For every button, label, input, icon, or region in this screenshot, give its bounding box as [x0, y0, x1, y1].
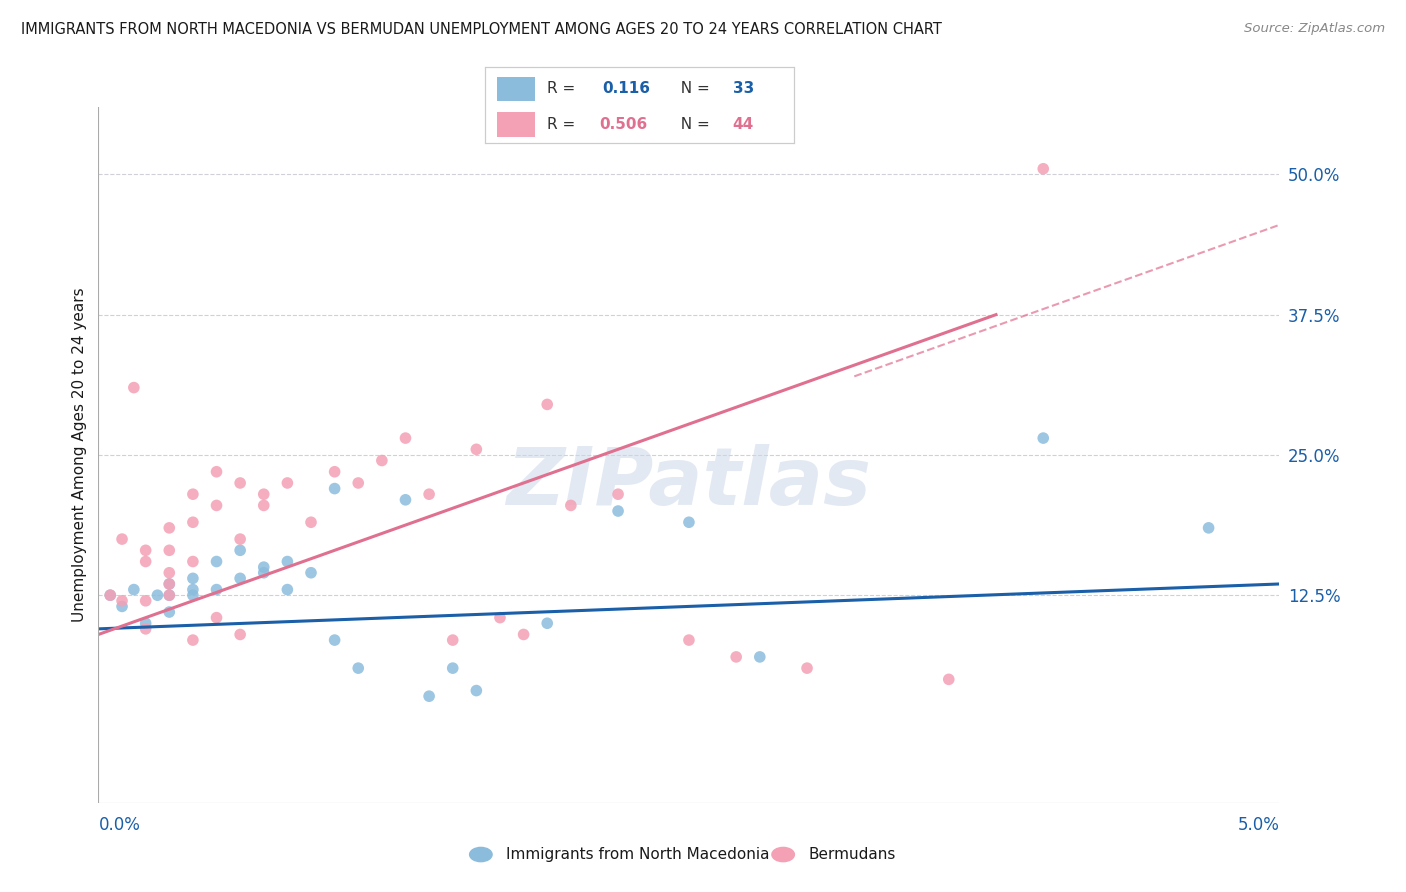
Text: N =: N = [671, 117, 714, 132]
Point [299, 566, 322, 580]
Point [135, 594, 157, 608]
Point [678, 633, 700, 648]
Point [135, 622, 157, 636]
Text: 5.0%: 5.0% [1237, 816, 1279, 834]
Point [157, 588, 180, 602]
Point [607, 504, 630, 518]
Point [181, 555, 204, 569]
Point [181, 515, 204, 529]
Point [1198, 521, 1220, 535]
Point [607, 487, 630, 501]
Point [229, 543, 252, 558]
Point [489, 610, 512, 624]
Point [181, 582, 204, 597]
Point [98, 588, 121, 602]
Point [465, 442, 488, 457]
Point [347, 475, 370, 490]
Point [157, 543, 180, 558]
Point [157, 577, 180, 591]
Point [181, 588, 204, 602]
Point [725, 649, 748, 664]
Point [229, 475, 252, 490]
Point [229, 532, 252, 546]
Point [205, 582, 228, 597]
Point [299, 515, 322, 529]
Point [253, 566, 276, 580]
Point [181, 487, 204, 501]
Point [157, 577, 180, 591]
Y-axis label: Unemployment Among Ages 20 to 24 years: Unemployment Among Ages 20 to 24 years [72, 287, 87, 623]
Point [276, 475, 298, 490]
Point [938, 673, 960, 687]
Point [135, 543, 157, 558]
Point [347, 661, 370, 675]
Point [323, 465, 346, 479]
Point [135, 616, 157, 631]
Text: 0.116: 0.116 [603, 81, 651, 96]
Point [205, 610, 228, 624]
Point [205, 555, 228, 569]
Text: R =: R = [547, 117, 581, 132]
Point [1032, 161, 1054, 176]
Point [796, 661, 818, 675]
Point [276, 582, 298, 597]
Point [157, 566, 180, 580]
Point [1032, 431, 1054, 445]
Point [394, 431, 416, 445]
Text: Immigrants from North Macedonia: Immigrants from North Macedonia [506, 847, 769, 862]
Text: Bermudans: Bermudans [808, 847, 896, 862]
Text: 0.0%: 0.0% [98, 816, 141, 834]
Point [181, 633, 204, 648]
Point [253, 560, 276, 574]
Point [678, 515, 700, 529]
Text: ZIPatlas: ZIPatlas [506, 443, 872, 522]
Point [157, 605, 180, 619]
Point [371, 453, 394, 467]
Point [111, 599, 134, 614]
Point [181, 571, 204, 585]
Text: IMMIGRANTS FROM NORTH MACEDONIA VS BERMUDAN UNEMPLOYMENT AMONG AGES 20 TO 24 YEA: IMMIGRANTS FROM NORTH MACEDONIA VS BERMU… [21, 22, 942, 37]
Point [229, 571, 252, 585]
Point [98, 588, 121, 602]
Point [205, 465, 228, 479]
Point [536, 616, 558, 631]
Text: 0.506: 0.506 [599, 117, 648, 132]
Text: Source: ZipAtlas.com: Source: ZipAtlas.com [1244, 22, 1385, 36]
Point [111, 594, 134, 608]
Text: 44: 44 [733, 117, 754, 132]
Point [418, 487, 440, 501]
Point [512, 627, 534, 641]
Text: 33: 33 [733, 81, 754, 96]
Point [276, 555, 298, 569]
Point [253, 499, 276, 513]
Point [229, 627, 252, 641]
FancyBboxPatch shape [498, 77, 534, 101]
Point [323, 633, 346, 648]
Point [441, 661, 464, 675]
Point [748, 649, 770, 664]
Point [394, 492, 416, 507]
Point [111, 532, 134, 546]
FancyBboxPatch shape [498, 112, 534, 136]
Point [536, 397, 558, 411]
Point [253, 487, 276, 501]
Point [465, 683, 488, 698]
Point [122, 582, 145, 597]
Point [146, 588, 169, 602]
Point [205, 499, 228, 513]
Text: N =: N = [671, 81, 714, 96]
Point [441, 633, 464, 648]
Point [418, 689, 440, 703]
Point [122, 381, 145, 395]
Point [157, 588, 180, 602]
Point [560, 499, 582, 513]
Point [323, 482, 346, 496]
Text: R =: R = [547, 81, 585, 96]
Point [157, 521, 180, 535]
Point [135, 555, 157, 569]
